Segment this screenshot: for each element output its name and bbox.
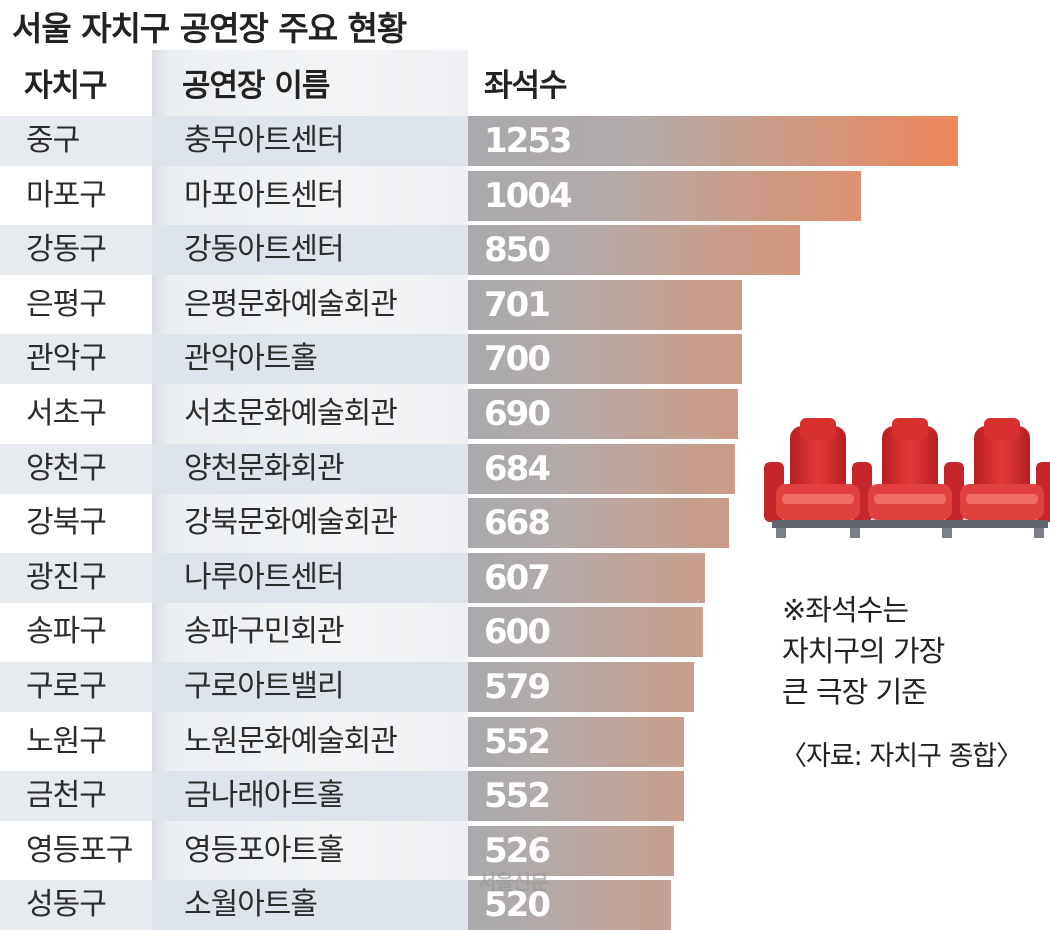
venue-name: 관악아트홀 (184, 341, 318, 376)
table-row (0, 334, 468, 384)
venue-name: 나루아트센터 (184, 560, 345, 595)
header-seats: 좌석수 (484, 68, 568, 104)
venue-name: 충무아트센터 (184, 123, 345, 158)
district-name: 마포구 (26, 178, 107, 213)
note-line: ※좌석수는 (782, 593, 909, 627)
district-name: 광진구 (26, 560, 107, 595)
table-row (0, 771, 468, 821)
bar-value-label: 668 (484, 503, 551, 543)
bar-value-label: 607 (484, 558, 551, 598)
bar (468, 553, 705, 603)
district-name: 금천구 (26, 778, 107, 813)
row-district-cell (0, 771, 152, 821)
district-name: 강북구 (26, 505, 107, 540)
bar (468, 334, 742, 384)
note-line: 자치구의 가장 (782, 634, 945, 668)
seat-count-note: ※좌석수는 자치구의 가장 큰 극장 기준 (782, 590, 945, 713)
district-name: 성동구 (26, 887, 107, 922)
district-name: 노원구 (26, 724, 107, 759)
bar-value-label: 1004 (484, 176, 573, 216)
bar-value-label: 552 (484, 776, 551, 816)
district-name: 중구 (26, 123, 80, 158)
bar (468, 717, 684, 767)
venue-name: 구로아트밸리 (184, 669, 345, 704)
bar (468, 280, 742, 330)
district-name: 구로구 (26, 669, 107, 704)
bar (468, 171, 861, 221)
row-district-cell (0, 880, 152, 930)
venue-name: 은평문화예술회관 (184, 287, 398, 322)
bar-value-label: 1253 (484, 121, 573, 161)
bar (468, 880, 671, 930)
row-district-cell (0, 225, 152, 275)
row-district-cell (0, 116, 152, 166)
venue-name: 영등포아트홀 (184, 833, 345, 868)
venue-name: 소월아트홀 (184, 887, 318, 922)
bar-value-label: 684 (484, 449, 551, 489)
table-row (0, 116, 468, 166)
district-name: 강동구 (26, 232, 107, 267)
bar (468, 225, 800, 275)
bar (468, 771, 684, 821)
bar-value-label: 700 (484, 339, 551, 379)
district-name: 양천구 (26, 451, 107, 486)
table-row (0, 662, 468, 712)
table-row (0, 225, 468, 275)
watermark: 서울신문 (478, 870, 549, 894)
header-district: 자치구 (24, 68, 108, 104)
theater-seats-icon (764, 418, 1050, 538)
table-row (0, 444, 468, 494)
bar-value-label: 600 (484, 612, 551, 652)
venue-name: 마포아트센터 (184, 178, 345, 213)
district-name: 송파구 (26, 614, 107, 649)
venue-name: 송파구민회관 (184, 614, 345, 649)
venue-name: 노원문화예술회관 (184, 724, 398, 759)
bar (468, 826, 674, 876)
district-name: 영등포구 (26, 833, 133, 868)
venue-name: 서초문화예술회관 (184, 396, 398, 431)
venue-name: 강동아트센터 (184, 232, 345, 267)
bar (468, 662, 694, 712)
row-district-cell (0, 444, 152, 494)
bar-value-label: 526 (484, 831, 551, 871)
table-row (0, 553, 468, 603)
venue-name: 금나래아트홀 (184, 778, 345, 813)
bar-value-label: 579 (484, 667, 551, 707)
bar-value-label: 552 (484, 722, 551, 762)
bar-value-label: 850 (484, 230, 551, 270)
district-name: 서초구 (26, 396, 107, 431)
bar (468, 444, 735, 494)
district-name: 은평구 (26, 287, 107, 322)
table-row (0, 880, 468, 930)
bar (468, 116, 958, 166)
row-district-cell (0, 334, 152, 384)
bar (468, 498, 729, 548)
district-name: 관악구 (26, 341, 107, 376)
source-credit: 〈자료: 자치구 종합〉 (780, 741, 1023, 772)
note-line: 큰 극장 기준 (782, 675, 928, 709)
bar-value-label: 701 (484, 285, 551, 325)
venue-name: 양천문화회관 (184, 451, 345, 486)
bar (468, 607, 703, 657)
bar-value-label: 520 (484, 885, 551, 925)
row-district-cell (0, 553, 152, 603)
venue-name: 강북문화예술회관 (184, 505, 398, 540)
bar (468, 389, 738, 439)
row-district-cell (0, 662, 152, 712)
header-venue: 공연장 이름 (182, 68, 330, 104)
bar-value-label: 690 (484, 394, 551, 434)
chart-title: 서울 자치구 공연장 주요 현황 (12, 9, 407, 48)
